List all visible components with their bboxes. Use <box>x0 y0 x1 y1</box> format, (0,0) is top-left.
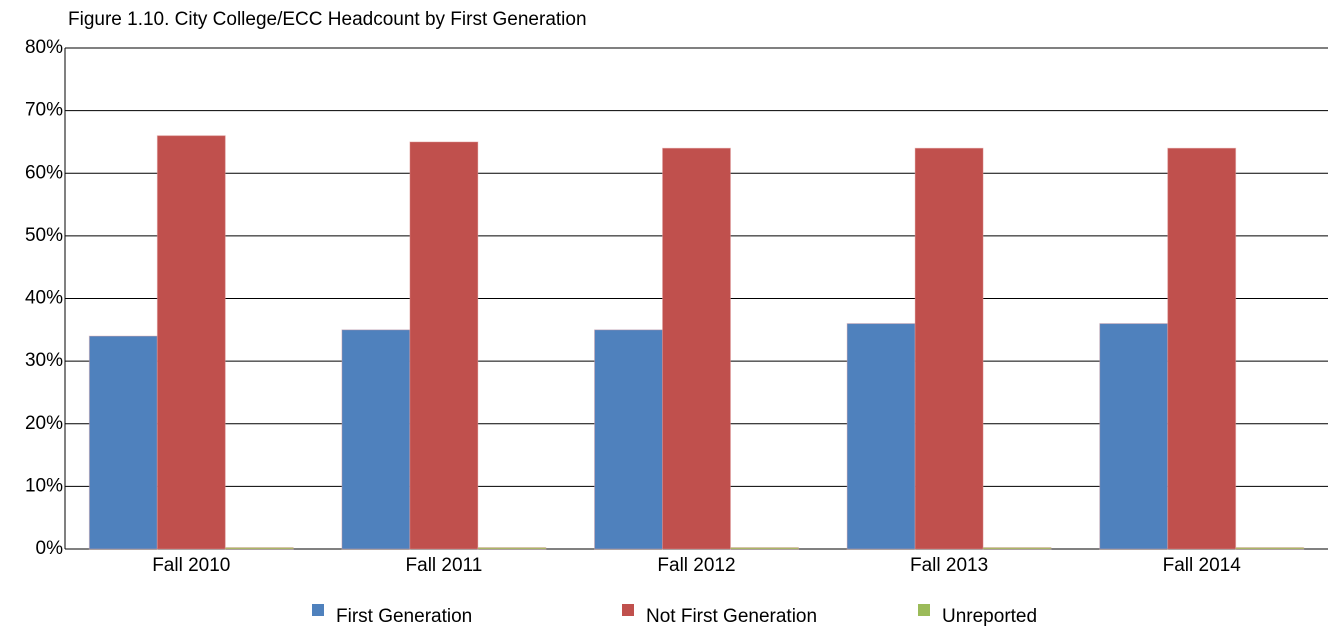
x-tick-label: Fall 2011 <box>406 555 483 576</box>
bar <box>1235 547 1305 550</box>
bar <box>730 547 799 550</box>
y-tick-label: 50% <box>25 225 63 246</box>
bar <box>224 547 294 550</box>
chart-title: Figure 1.10. City College/ECC Headcount … <box>68 9 587 30</box>
y-tick-label: 30% <box>25 350 63 371</box>
bar <box>88 335 158 550</box>
legend-label: First Generation <box>336 606 472 627</box>
bar <box>156 135 226 550</box>
y-tick-label: 80% <box>25 37 63 58</box>
bar <box>662 147 731 550</box>
bar <box>409 141 479 550</box>
y-tick-label: 20% <box>25 413 63 434</box>
x-tick-label: Fall 2012 <box>657 555 735 576</box>
bar <box>982 547 1052 550</box>
legend-label: Unreported <box>942 606 1037 627</box>
legend-swatch <box>312 604 324 616</box>
legend-swatch <box>918 604 930 616</box>
y-tick-label: 40% <box>25 288 63 309</box>
bar <box>594 329 663 550</box>
legend-swatch <box>622 604 634 616</box>
x-tick-label: Fall 2014 <box>1163 555 1242 576</box>
bar <box>914 147 984 550</box>
y-tick-label: 10% <box>25 475 63 496</box>
bar <box>846 323 916 550</box>
x-tick-label: Fall 2010 <box>152 555 230 576</box>
bar <box>477 547 547 550</box>
y-tick-label: 70% <box>25 100 63 121</box>
y-tick-label: 0% <box>36 538 64 559</box>
bar <box>1099 323 1169 550</box>
x-tick-label: Fall 2013 <box>910 555 988 576</box>
legend-label: Not First Generation <box>646 606 817 627</box>
bar <box>1167 147 1237 550</box>
bar <box>341 329 411 550</box>
y-tick-label: 60% <box>25 162 63 183</box>
